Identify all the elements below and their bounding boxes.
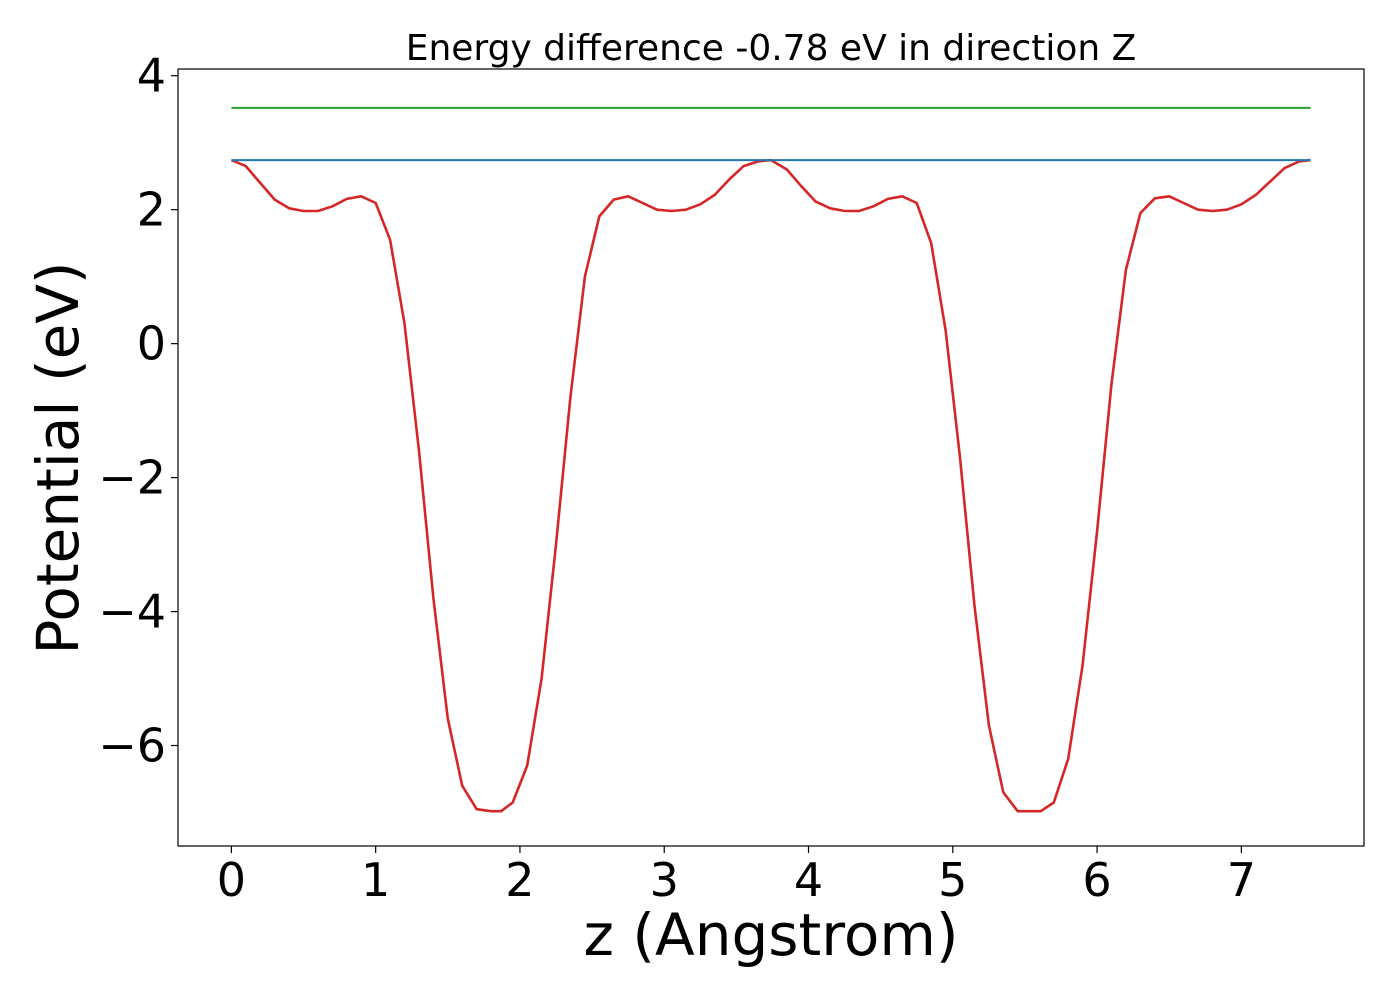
tick-layer: 0 1 2 3 4 5 6 7 −6 −4 −2 0 2 4 — [98, 49, 1256, 907]
y-tick-label: 2 — [137, 183, 166, 237]
y-tick-label: 0 — [137, 317, 166, 371]
x-tick-label: 0 — [217, 853, 246, 907]
y-tick-label: −2 — [98, 451, 166, 505]
x-tick-label: 2 — [505, 853, 534, 907]
y-tick-label: −4 — [98, 585, 166, 639]
chart-title: Energy difference -0.78 eV in direction … — [406, 28, 1137, 69]
y-tick-label: −6 — [98, 719, 166, 773]
y-tick-label: 4 — [137, 49, 166, 103]
series-line-0 — [230, 158, 1311, 813]
plot-frame — [177, 68, 1365, 847]
x-tick-label: 1 — [361, 853, 390, 907]
x-tick-label: 6 — [1082, 853, 1111, 907]
x-tick-label: 5 — [938, 853, 967, 907]
x-tick-label: 4 — [794, 853, 823, 907]
series-layer — [230, 106, 1311, 813]
x-axis-label: z (Angstrom) — [584, 901, 959, 969]
x-tick-label: 3 — [650, 853, 679, 907]
x-tick-label: 7 — [1227, 853, 1256, 907]
y-axis-label: Potential (eV) — [24, 261, 92, 654]
